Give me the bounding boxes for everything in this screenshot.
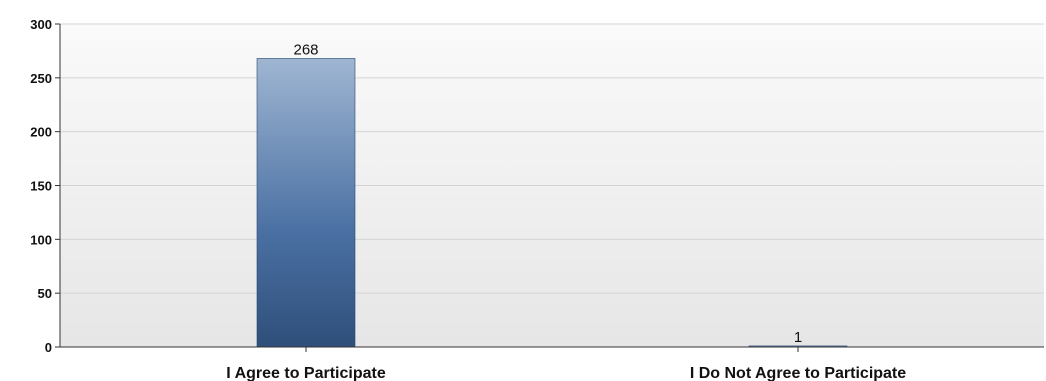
grid-lines: [60, 23, 1044, 294]
x-category-label: I Do Not Agree to Participate: [690, 365, 906, 381]
bars: [256, 58, 848, 348]
y-tick-label: 100: [30, 232, 52, 247]
y-tick-label: 150: [30, 179, 52, 194]
y-tick-label: 50: [38, 286, 52, 301]
data-label: 268: [293, 41, 318, 58]
y-tick-label: 0: [45, 340, 52, 355]
bar: [256, 58, 356, 348]
labels: 0 50 100 150 200 250 300 268 I Agree to Particip…: [30, 17, 906, 381]
y-tick-label: 200: [30, 125, 52, 140]
axes: [55, 23, 1044, 352]
data-label: 1: [794, 329, 802, 346]
y-tick-label: 300: [30, 17, 52, 32]
x-category-label: I Agree to Participate: [226, 365, 386, 381]
y-tick-label: 250: [30, 71, 52, 86]
